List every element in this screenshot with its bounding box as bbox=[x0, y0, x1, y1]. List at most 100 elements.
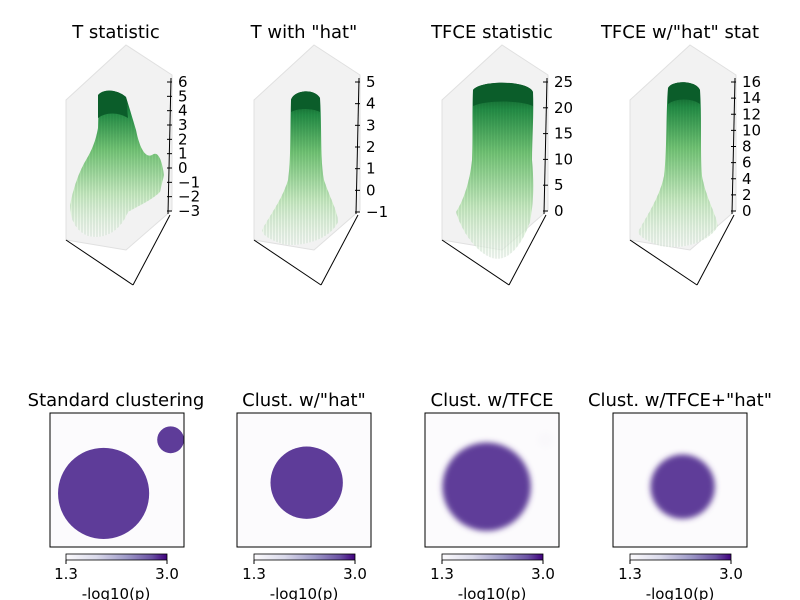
panel-title: T statistic bbox=[71, 22, 160, 43]
z-tick-label: 6 bbox=[742, 154, 752, 172]
panel-title: Clust. w/TFCE+"hat" bbox=[588, 390, 772, 411]
z-axis bbox=[167, 77, 172, 215]
panel-title: TFCE statistic bbox=[430, 22, 553, 43]
z-tick-label: 5 bbox=[366, 73, 376, 91]
z-axis bbox=[355, 77, 360, 215]
z-tick-label: 0 bbox=[178, 159, 188, 177]
z-tick-label: 10 bbox=[742, 121, 761, 139]
heatmap-blobs bbox=[442, 431, 554, 531]
z-tick-label: 0 bbox=[366, 181, 376, 199]
panel-clust-hat: Clust. w/"hat" 1.3 3.0 -log10(p) bbox=[236, 390, 372, 600]
z-tick-label: 4 bbox=[742, 170, 752, 188]
z-tick-label: 0 bbox=[742, 202, 752, 220]
z-tick-label: 12 bbox=[742, 105, 761, 123]
panel-title: Clust. w/"hat" bbox=[242, 390, 366, 411]
colorbar-tick-min: 1.3 bbox=[242, 565, 266, 583]
colorbar-bar bbox=[253, 553, 356, 561]
z-tick-label: 0 bbox=[554, 202, 564, 220]
panel-title: Clust. w/TFCE bbox=[431, 390, 554, 411]
z-tick-label: 2 bbox=[742, 186, 752, 204]
heatmap-frame bbox=[236, 412, 372, 548]
z-tick-label: 5 bbox=[554, 176, 564, 194]
panel-clust-tfce-hat: Clust. w/TFCE+"hat" 1.3 3.0 -log10(p) bbox=[588, 390, 772, 600]
colorbar-tick-max: 3.0 bbox=[719, 565, 743, 583]
colorbar: 1.3 3.0 -log10(p) bbox=[618, 553, 743, 600]
heatmap bbox=[424, 412, 560, 548]
colorbar: 1.3 3.0 -log10(p) bbox=[54, 553, 179, 600]
heatmap-blobs bbox=[650, 454, 715, 519]
colorbar-tick-min: 1.3 bbox=[430, 565, 454, 583]
z-tick-label: 14 bbox=[742, 89, 761, 107]
z-tick-label: 10 bbox=[554, 150, 573, 168]
surface-ridges bbox=[456, 82, 534, 259]
colorbar-bar bbox=[629, 553, 732, 561]
heatmap-frame bbox=[49, 412, 185, 548]
colorbar-tick-min: 1.3 bbox=[54, 565, 78, 583]
z-tick-label: −1 bbox=[366, 203, 388, 221]
colorbar-label: -log10(p) bbox=[646, 585, 715, 600]
z-tick-label: −2 bbox=[178, 188, 200, 206]
z-tick-label: 2 bbox=[178, 130, 188, 148]
surface-peak bbox=[473, 82, 533, 106]
z-tick-label: 15 bbox=[554, 125, 573, 143]
colorbar-label: -log10(p) bbox=[82, 585, 151, 600]
surface-peak bbox=[668, 82, 700, 104]
cluster-blob bbox=[650, 454, 715, 519]
panel-title: T with "hat" bbox=[250, 22, 358, 43]
z-tick-label: 6 bbox=[178, 73, 188, 91]
z-tick-label: −3 bbox=[178, 202, 200, 220]
z-ticks: 25 20 15 10 5 0 bbox=[543, 73, 573, 220]
cluster-blob bbox=[442, 442, 531, 531]
colorbar-tick-max: 3.0 bbox=[343, 565, 367, 583]
z-tick-label: 2 bbox=[366, 138, 376, 156]
panel-clust-tfce: Clust. w/TFCE 1.3 3.0 -log10(p) bbox=[424, 390, 560, 600]
z-tick-label: 1 bbox=[178, 145, 188, 163]
surface-t-hat bbox=[262, 91, 338, 246]
cluster-blob bbox=[270, 446, 343, 519]
surface-ridges bbox=[262, 91, 338, 246]
z-tick-label: 25 bbox=[554, 73, 573, 91]
colorbar-bar bbox=[65, 553, 168, 561]
surface-peak bbox=[98, 90, 128, 118]
z-tick-label: 5 bbox=[178, 87, 188, 105]
cluster-blob bbox=[157, 426, 185, 454]
colorbar-label: -log10(p) bbox=[270, 585, 339, 600]
panel-standard-clustering: Standard clustering 1.3 3.0 -log10(p) bbox=[28, 390, 205, 600]
panel-t-hat: T with "hat" 5 4 3 2 1 0 −1 bbox=[250, 22, 388, 286]
heatmap bbox=[49, 412, 185, 548]
z-tick-label: 16 bbox=[742, 73, 761, 91]
z-tick-label: 20 bbox=[554, 99, 573, 117]
panel-title: TFCE w/"hat" stat bbox=[600, 22, 759, 43]
surface-tfce-hat bbox=[638, 82, 718, 248]
colorbar: 1.3 3.0 -log10(p) bbox=[242, 553, 367, 600]
surface-ridges bbox=[70, 90, 164, 237]
surface-t-statistic bbox=[70, 90, 164, 237]
colorbar-tick-max: 3.0 bbox=[531, 565, 555, 583]
cluster-blob bbox=[537, 431, 554, 448]
colorbar-tick-min: 1.3 bbox=[618, 565, 642, 583]
heatmap-blobs bbox=[270, 446, 343, 519]
heatmap-blobs bbox=[58, 426, 185, 539]
z-ticks: 5 4 3 2 1 0 −1 bbox=[355, 73, 388, 221]
z-tick-label: 8 bbox=[742, 138, 752, 156]
panel-title: Standard clustering bbox=[28, 390, 205, 411]
z-tick-label: −1 bbox=[178, 173, 200, 191]
heatmap bbox=[612, 412, 748, 548]
z-tick-label: 1 bbox=[366, 160, 376, 178]
surface-tfce bbox=[456, 82, 534, 259]
heatmap bbox=[236, 412, 372, 548]
surface-ridges bbox=[638, 82, 718, 248]
z-tick-label: 3 bbox=[178, 116, 188, 134]
surface-peak bbox=[291, 91, 320, 112]
heatmap-frame bbox=[424, 412, 560, 548]
panel-tfce: TFCE statistic 25 20 15 10 5 0 bbox=[430, 22, 573, 286]
colorbar: 1.3 3.0 -log10(p) bbox=[430, 553, 555, 600]
colorbar-label: -log10(p) bbox=[458, 585, 527, 600]
z-tick-label: 4 bbox=[178, 102, 188, 120]
z-tick-label: 4 bbox=[366, 95, 376, 113]
